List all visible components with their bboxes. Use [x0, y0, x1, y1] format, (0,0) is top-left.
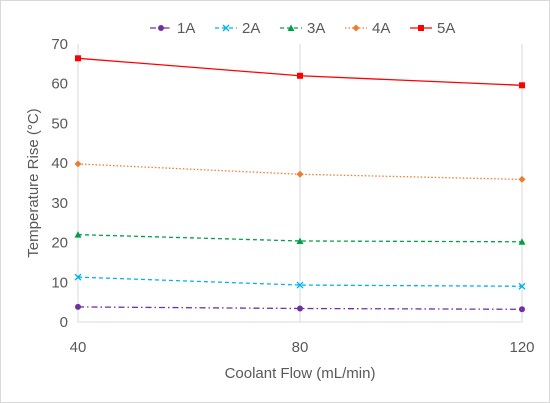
- data-point: [518, 175, 526, 183]
- data-point: [296, 281, 304, 289]
- y-tick-label: 20: [51, 235, 68, 252]
- data-point: [75, 55, 81, 62]
- legend-label: 4A: [372, 20, 390, 37]
- data-point: [74, 160, 82, 168]
- series-4A: [74, 160, 526, 183]
- axis-layer: 0 10 20 30 40 50 60 70 40 80 120: [51, 36, 534, 356]
- data-point: [296, 170, 304, 178]
- legend-label: 5A: [437, 20, 455, 37]
- data-point: [297, 305, 303, 312]
- legend-marker: [418, 25, 424, 31]
- legend: 1A 2A 3A 4A 5A: [150, 20, 455, 37]
- legend-item: 5A: [410, 20, 455, 37]
- series-1A: [75, 303, 525, 313]
- y-tick-label: 70: [51, 36, 68, 53]
- series-layer: [74, 55, 526, 313]
- x-tick-label: 80: [292, 339, 309, 356]
- y-tick-label: 30: [51, 195, 68, 212]
- y-axis-title: Temperature Rise (°C): [25, 108, 42, 257]
- legend-marker: [352, 24, 360, 32]
- data-point: [74, 231, 82, 238]
- legend-item: 2A: [215, 20, 260, 37]
- data-point: [519, 306, 525, 313]
- data-point: [296, 237, 304, 244]
- data-point: [518, 282, 526, 290]
- series-line: [77, 163, 523, 181]
- series-2A: [74, 273, 526, 290]
- x-tick-label: 40: [70, 339, 87, 356]
- x-tick-label: 120: [509, 339, 534, 356]
- series-3A: [74, 231, 526, 245]
- legend-marker: [158, 25, 164, 31]
- y-tick-label: 40: [51, 155, 68, 172]
- series-5A: [75, 55, 525, 89]
- legend-label: 1A: [177, 20, 195, 37]
- data-point: [518, 238, 526, 245]
- y-tick-label: 60: [51, 76, 68, 93]
- grid-layer: [77, 44, 523, 322]
- data-point: [75, 303, 81, 310]
- data-point: [519, 82, 525, 89]
- y-tick-label: 10: [51, 274, 68, 291]
- legend-label: 2A: [242, 20, 260, 37]
- legend-marker: [287, 24, 295, 31]
- y-tick-label: 50: [51, 115, 68, 132]
- legend-item: 1A: [150, 20, 195, 37]
- x-axis-title: Coolant Flow (mL/min): [225, 365, 376, 382]
- y-tick-label: 0: [60, 314, 68, 331]
- legend-item: 3A: [280, 20, 325, 37]
- legend-item: 4A: [345, 20, 390, 37]
- series-line: [77, 306, 523, 310]
- legend-label: 3A: [307, 20, 325, 37]
- data-point: [74, 273, 82, 281]
- legend-marker: [222, 24, 230, 32]
- data-point: [297, 72, 303, 79]
